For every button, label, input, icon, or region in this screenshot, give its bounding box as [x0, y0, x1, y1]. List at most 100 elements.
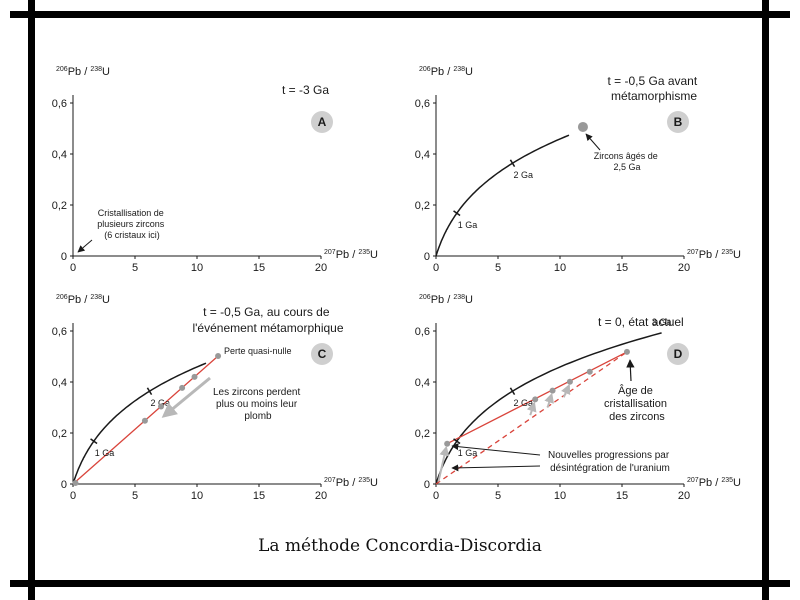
panel-b-annotation-line: Zircons âgés de [594, 151, 658, 161]
panel-a-x-tick-label: 5 [132, 262, 138, 274]
panel-b-y-tick-label: 0,4 [415, 149, 430, 161]
axis-label-text: Pb / [336, 477, 359, 489]
panel-c-y-tick-label: 0,6 [52, 326, 67, 338]
panel-a-title: t = -3 Ga [282, 83, 329, 97]
panel-a-marks: 0 5 10 15 20 0 0,2 0,4 0,6 [52, 95, 327, 274]
axis-label-text: U [733, 249, 741, 261]
panel-d-annotation-crystallisation-age: Âge de cristallisation des zircons [604, 384, 670, 423]
axis-label-text: U [102, 294, 110, 306]
axis-label-superscript: 206 [419, 66, 431, 73]
panel-a-x-axis-label: 207Pb / 235U [324, 249, 378, 261]
panel-d-badge [667, 343, 689, 365]
panel-c-age-label: 2 Ga [150, 398, 170, 408]
panel-d-badge-letter: D [674, 347, 683, 361]
panel-c-marks: 0 5 10 15 20 0 0,2 0,4 0,6 1 Ga 2 Ga [52, 323, 327, 502]
panel-b-badge [667, 111, 689, 133]
axis-label-text: Pb / [336, 249, 359, 261]
panel-c-zircon-point [215, 352, 222, 359]
panel-c-annotation-line: Les zircons perdent [213, 387, 300, 398]
axis-label-superscript: 207 [687, 249, 699, 256]
panel-d-y-tick-label: 0,6 [415, 326, 430, 338]
panel-c-y-tick-label: 0,2 [52, 428, 67, 440]
panel-b-age-label: 1 Ga [458, 220, 478, 230]
panel-c-zircon-point [179, 384, 186, 391]
panel-d-zircon-point [566, 378, 573, 385]
panel-b-age-label: 2 Ga [513, 170, 533, 180]
axis-label-text: U [102, 66, 110, 78]
panel-b-x-axis-label: 207Pb / 235U [687, 249, 741, 261]
axis-label-superscript: 235 [721, 477, 733, 484]
axis-label-superscript: 206 [56, 66, 68, 73]
panel-b-annotation-line: 2,5 Ga [613, 162, 640, 172]
panel-d-y-tick-label: 0,2 [415, 428, 430, 440]
panel-c-y-tick-label: 0 [61, 479, 67, 491]
panel-a-annotation-crystallisation: Cristallisation de plusieurs zircons (6 … [97, 208, 167, 240]
panel-b-title: t = -0,5 Ga avant métamorphisme [607, 74, 700, 103]
axis-label-text: U [465, 66, 473, 78]
panel-a-y-tick-label: 0,2 [52, 200, 67, 212]
panel-c-x-axis-label: 207Pb / 235U [324, 477, 378, 489]
panel-a-badge [311, 111, 333, 133]
panel-d-concordia-curve [435, 332, 662, 485]
panel-c-zircon-point [191, 373, 198, 380]
panel-c-y-tick-label: 0,4 [52, 377, 67, 389]
panel-d-annotation-line: cristallisation [604, 398, 667, 410]
panel-d-x-tick-label: 10 [554, 490, 566, 502]
panel-d-x-axis-label-text: 207Pb / 235U [687, 477, 741, 489]
border-top [10, 11, 790, 18]
panel-d-x-tick-label: 0 [433, 490, 439, 502]
axis-label-superscript: 235 [358, 249, 370, 256]
axis-label-text: U [370, 249, 378, 261]
panel-d-annotation-uranium: Nouvelles progressions par désintégratio… [548, 450, 672, 474]
panel-b-y-axis-label-text: 206Pb / 238U [419, 66, 473, 78]
panel-b-y-axis-label: 206Pb / 238U [419, 66, 473, 78]
panel-c-badge-letter: C [318, 347, 327, 361]
panel-d-annotation-line: désintégration de l'uranium [550, 463, 670, 474]
panel-b-x-tick-label: 0 [433, 262, 439, 274]
panel-d-age-arrow [626, 359, 635, 382]
axis-label-text: U [465, 294, 473, 306]
panel-d-progression-arrow [526, 401, 537, 416]
panel-b-y-tick-label: 0 [424, 251, 430, 263]
panel-c-zircon-point [141, 417, 148, 424]
panel-a-y-axis-label: 206Pb / 238U [56, 66, 110, 78]
panel-b-annotation-arrow [585, 133, 601, 151]
panel-a-y-axis-label-text: 206Pb / 238U [56, 66, 110, 78]
axis-label-superscript: 238 [90, 66, 102, 73]
panel-c-zircon-point [158, 403, 165, 410]
panel-c-age-tick [146, 387, 153, 396]
border-frame [10, 0, 790, 600]
panel-c-zircon-point [72, 479, 79, 486]
panel-d-x-tick-label: 20 [678, 490, 690, 502]
panel-d-progression-arrow [544, 392, 554, 408]
panel-b-zircon-point [577, 121, 588, 132]
axis-label-text: U [733, 477, 741, 489]
panel-a-x-tick-label: 0 [70, 262, 76, 274]
panel-d-zircon-point [444, 440, 451, 447]
panel-b-annotation-zircons: Zircons âgés de 2,5 Ga [594, 151, 661, 172]
axis-label-superscript: 206 [56, 294, 68, 301]
panel-c-x-tick-label: 20 [315, 490, 327, 502]
border-left [28, 0, 35, 600]
panel-c-x-tick-label: 5 [132, 490, 138, 502]
axis-label-superscript: 238 [90, 294, 102, 301]
axis-label-superscript: 207 [324, 477, 336, 484]
panel-b-concordia-curve [435, 134, 570, 257]
panel-b-age-tick [509, 159, 516, 168]
panel-c-x-axis-label-text: 207Pb / 235U [324, 477, 378, 489]
panel-c-age-tick [90, 438, 98, 445]
panel-a-x-tick-label: 20 [315, 262, 327, 274]
axis-label-superscript: 238 [453, 66, 465, 73]
panel-d-annotation-line: Nouvelles progressions par [548, 450, 670, 461]
panel-a-x-tick-label: 15 [253, 262, 265, 274]
panel-c-x-tick-label: 0 [70, 490, 76, 502]
panel-c-y-axis-label: 206Pb / 238U [56, 294, 110, 306]
panel-c-title-line: l'événement métamorphique [192, 321, 343, 335]
figure-caption: La méthode Concordia-Discordia [258, 536, 542, 556]
panel-a-y-tick-label: 0,4 [52, 149, 67, 161]
panel-c-title-line: t = -0,5 Ga, au cours de [203, 305, 330, 319]
axis-label-text: Pb / [699, 249, 722, 261]
panel-b-x-tick-label: 10 [554, 262, 566, 274]
